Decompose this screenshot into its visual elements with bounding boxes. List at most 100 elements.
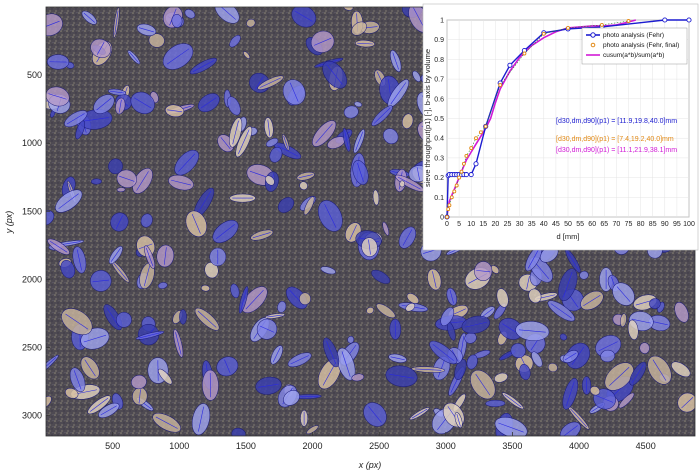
stone-axis-line xyxy=(324,203,337,228)
inset-y-tick-label: 0.2 xyxy=(434,175,444,182)
series-point-orange xyxy=(464,153,469,158)
stone-axis-line xyxy=(482,308,494,317)
series-point-orange xyxy=(626,19,631,23)
stone-axis-line xyxy=(216,223,235,239)
stone xyxy=(372,189,380,206)
stone-axis-line xyxy=(129,51,139,63)
legend-marker-blue xyxy=(590,32,596,38)
stone xyxy=(490,265,500,274)
inset-x-tick-label: 90 xyxy=(661,221,669,228)
series-point-orange xyxy=(446,207,451,212)
series-point-orange xyxy=(469,146,474,151)
stone-axis-line xyxy=(562,425,578,436)
stone-axis-line xyxy=(631,318,651,324)
stone-axis-line xyxy=(464,321,487,328)
stone-axis-line xyxy=(390,356,405,361)
stone xyxy=(412,70,421,82)
stone xyxy=(405,303,416,312)
inset-y-tick-label: 0.8 xyxy=(434,57,444,64)
stone xyxy=(184,9,196,19)
series-point-blue xyxy=(463,172,469,178)
stone xyxy=(265,175,275,186)
stone-axis-line xyxy=(224,359,231,374)
stone-axis-line xyxy=(567,251,579,271)
stone-axis-line xyxy=(133,97,152,109)
stone xyxy=(347,335,355,344)
stone xyxy=(674,301,689,323)
stone xyxy=(496,288,509,308)
stone xyxy=(649,298,661,309)
stone-axis-line xyxy=(411,408,428,419)
inset-x-tick-label: 80 xyxy=(637,221,645,228)
stone xyxy=(306,425,319,435)
stone xyxy=(382,221,390,236)
stone-axis-line xyxy=(390,82,407,105)
stone-axis-line xyxy=(178,153,196,172)
stone-axis-line xyxy=(616,286,631,302)
inset-x-tick-label: 75 xyxy=(625,221,633,228)
stone xyxy=(269,146,283,163)
stone-axis-line xyxy=(84,359,96,377)
series-point-orange xyxy=(483,124,488,129)
series-point-orange xyxy=(599,22,604,27)
legend-marker-orange xyxy=(590,42,596,48)
stone xyxy=(229,35,241,48)
stone-axis-line xyxy=(115,215,123,229)
stone xyxy=(243,51,251,59)
series-point-orange xyxy=(445,215,449,219)
stone-axis-line xyxy=(238,129,250,154)
stone xyxy=(90,178,102,185)
stone-axis-line xyxy=(565,381,575,407)
stone-axis-line xyxy=(267,314,283,318)
legend-entry-blue: photo analysis (Fehr) xyxy=(603,32,664,39)
stone-axis-line xyxy=(192,60,215,72)
stone xyxy=(157,282,168,289)
series-point-orange xyxy=(474,136,478,141)
stone-axis-line xyxy=(220,137,231,150)
series-point-blue xyxy=(686,17,692,23)
series-point-orange xyxy=(461,161,466,166)
stone-axis-line xyxy=(650,320,668,326)
series-point-blue xyxy=(468,172,474,178)
stone-axis-line xyxy=(138,389,141,404)
stone-axis-line xyxy=(136,171,149,191)
main-y-tick-label: 2500 xyxy=(22,342,42,352)
main-y-tick-label: 1000 xyxy=(22,138,42,148)
inset-x-tick-label: 45 xyxy=(552,221,560,228)
stone-axis-line xyxy=(290,355,309,365)
stone-axis-line xyxy=(564,352,577,361)
stone xyxy=(299,292,311,306)
series-point-orange xyxy=(478,130,483,135)
stone xyxy=(246,18,256,28)
stone xyxy=(131,374,147,390)
stone-axis-line xyxy=(289,82,299,102)
legend-entry-magenta: cusum(a*b)/sum(a*b) xyxy=(603,52,664,59)
inset-x-tick-label: 30 xyxy=(516,221,524,228)
stone xyxy=(589,386,601,396)
stone-axis-line xyxy=(416,167,420,181)
stone xyxy=(343,105,359,119)
stone-axis-line xyxy=(200,97,217,109)
stone-axis-line xyxy=(315,123,333,144)
inset-x-tick-label: 0 xyxy=(445,221,449,228)
stone-axis-line xyxy=(146,247,154,267)
stone-axis-line xyxy=(118,99,122,113)
stone-axis-line xyxy=(196,190,212,215)
stone-axis-line xyxy=(476,270,491,273)
stone xyxy=(171,14,183,28)
stone xyxy=(277,197,295,213)
stone xyxy=(366,307,374,314)
inset-x-tick-label: 100 xyxy=(683,221,695,228)
main-y-tick-label: 2000 xyxy=(22,274,42,284)
stone-axis-line xyxy=(368,406,382,423)
stone-axis-line xyxy=(357,162,364,183)
stone-axis-line xyxy=(314,37,332,46)
stone-axis-line xyxy=(357,42,373,45)
stone xyxy=(230,283,240,299)
stone-axis-line xyxy=(92,279,110,283)
stone-axis-line xyxy=(46,20,60,29)
inset-ticks: 0 5 10 15 20 25 30 35 40 45 50 55 60 65 70 75 80 85 90 95 10… xyxy=(434,18,695,229)
stone-axis-line xyxy=(392,52,399,70)
stone-axis-line xyxy=(583,294,601,307)
annotation-magenta: [d30,dm,d90](p1) = [11.1,21.9,38.1]mm xyxy=(556,147,677,154)
